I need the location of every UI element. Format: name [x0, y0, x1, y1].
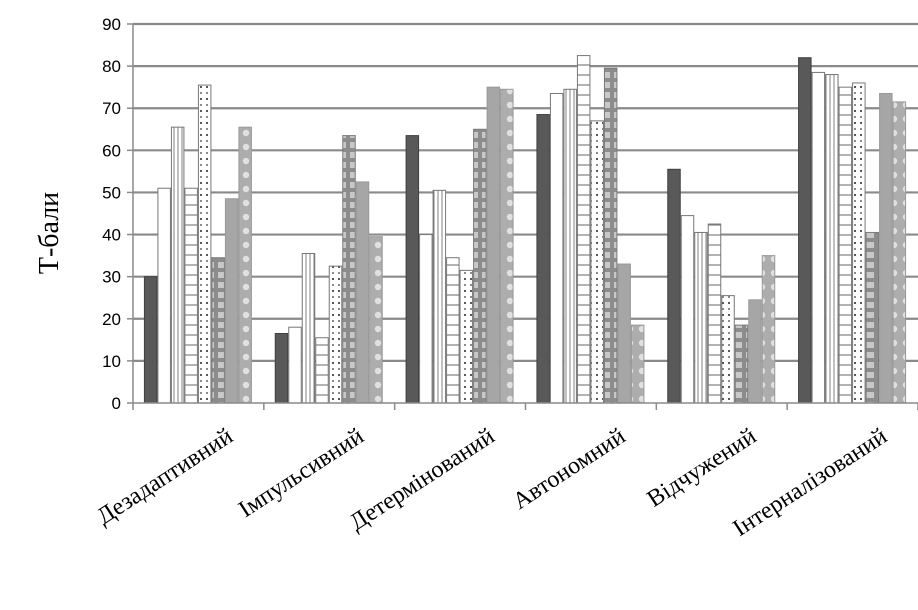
bar	[603, 67, 618, 404]
bars	[143, 55, 907, 404]
y-axis-ticks: 0 10 20 30 40 50 60 70 80 90	[102, 15, 133, 413]
x-category-label: Дезадаптивний	[92, 423, 237, 530]
bar	[486, 86, 501, 404]
bar	[748, 299, 762, 404]
bar	[184, 187, 198, 404]
y-tick-label: 40	[102, 226, 121, 245]
bar	[617, 263, 631, 404]
bar	[446, 257, 460, 404]
x-category-label: Відчужений	[643, 423, 761, 512]
bar	[432, 189, 447, 404]
y-tick-label: 90	[102, 15, 121, 34]
bar	[761, 255, 776, 404]
y-tick-label: 60	[102, 141, 121, 160]
bar	[170, 126, 185, 404]
bar	[500, 88, 514, 404]
grid-lines	[133, 22, 918, 362]
bar	[419, 234, 433, 404]
bar	[342, 135, 356, 404]
bar	[238, 126, 252, 404]
bar	[405, 135, 420, 404]
bar	[811, 71, 826, 404]
bar	[211, 257, 225, 404]
bar	[288, 326, 302, 404]
bar	[157, 187, 171, 404]
bar	[892, 101, 907, 404]
bar	[315, 337, 329, 404]
bar	[274, 333, 289, 404]
bar	[852, 82, 866, 404]
bar	[473, 128, 487, 404]
y-tick-label: 80	[102, 57, 121, 76]
bar	[197, 84, 212, 404]
bar	[721, 295, 735, 404]
bar	[865, 231, 880, 404]
bar	[563, 88, 577, 404]
bar	[694, 231, 708, 404]
bar	[838, 86, 853, 404]
bar	[549, 92, 564, 404]
bar	[369, 236, 383, 404]
bar	[630, 324, 645, 404]
bar	[825, 74, 839, 404]
y-axis-label: Т-бали	[34, 192, 65, 274]
bar	[798, 57, 812, 404]
y-tick-label: 10	[102, 352, 121, 371]
y-tick-label: 70	[102, 99, 121, 118]
x-category-label: Детермінований	[345, 423, 499, 536]
bar	[355, 181, 370, 404]
bar	[879, 92, 893, 404]
bar	[328, 265, 343, 404]
bar	[143, 276, 158, 404]
bar	[536, 114, 550, 404]
bar	[707, 223, 722, 404]
bar	[576, 55, 591, 404]
axes	[132, 24, 918, 410]
x-category-label: Імпульсивний	[234, 423, 368, 523]
y-tick-label: 0	[112, 394, 121, 413]
bar	[590, 120, 604, 404]
bar	[667, 168, 681, 404]
bar	[224, 198, 239, 404]
bar	[734, 324, 749, 404]
y-tick-label: 50	[102, 183, 121, 202]
bar	[680, 215, 695, 404]
y-tick-label: 30	[102, 268, 121, 287]
bar	[459, 269, 474, 404]
y-tick-label: 20	[102, 310, 121, 329]
x-category-label: Автономний	[508, 423, 630, 515]
bar	[301, 253, 316, 404]
